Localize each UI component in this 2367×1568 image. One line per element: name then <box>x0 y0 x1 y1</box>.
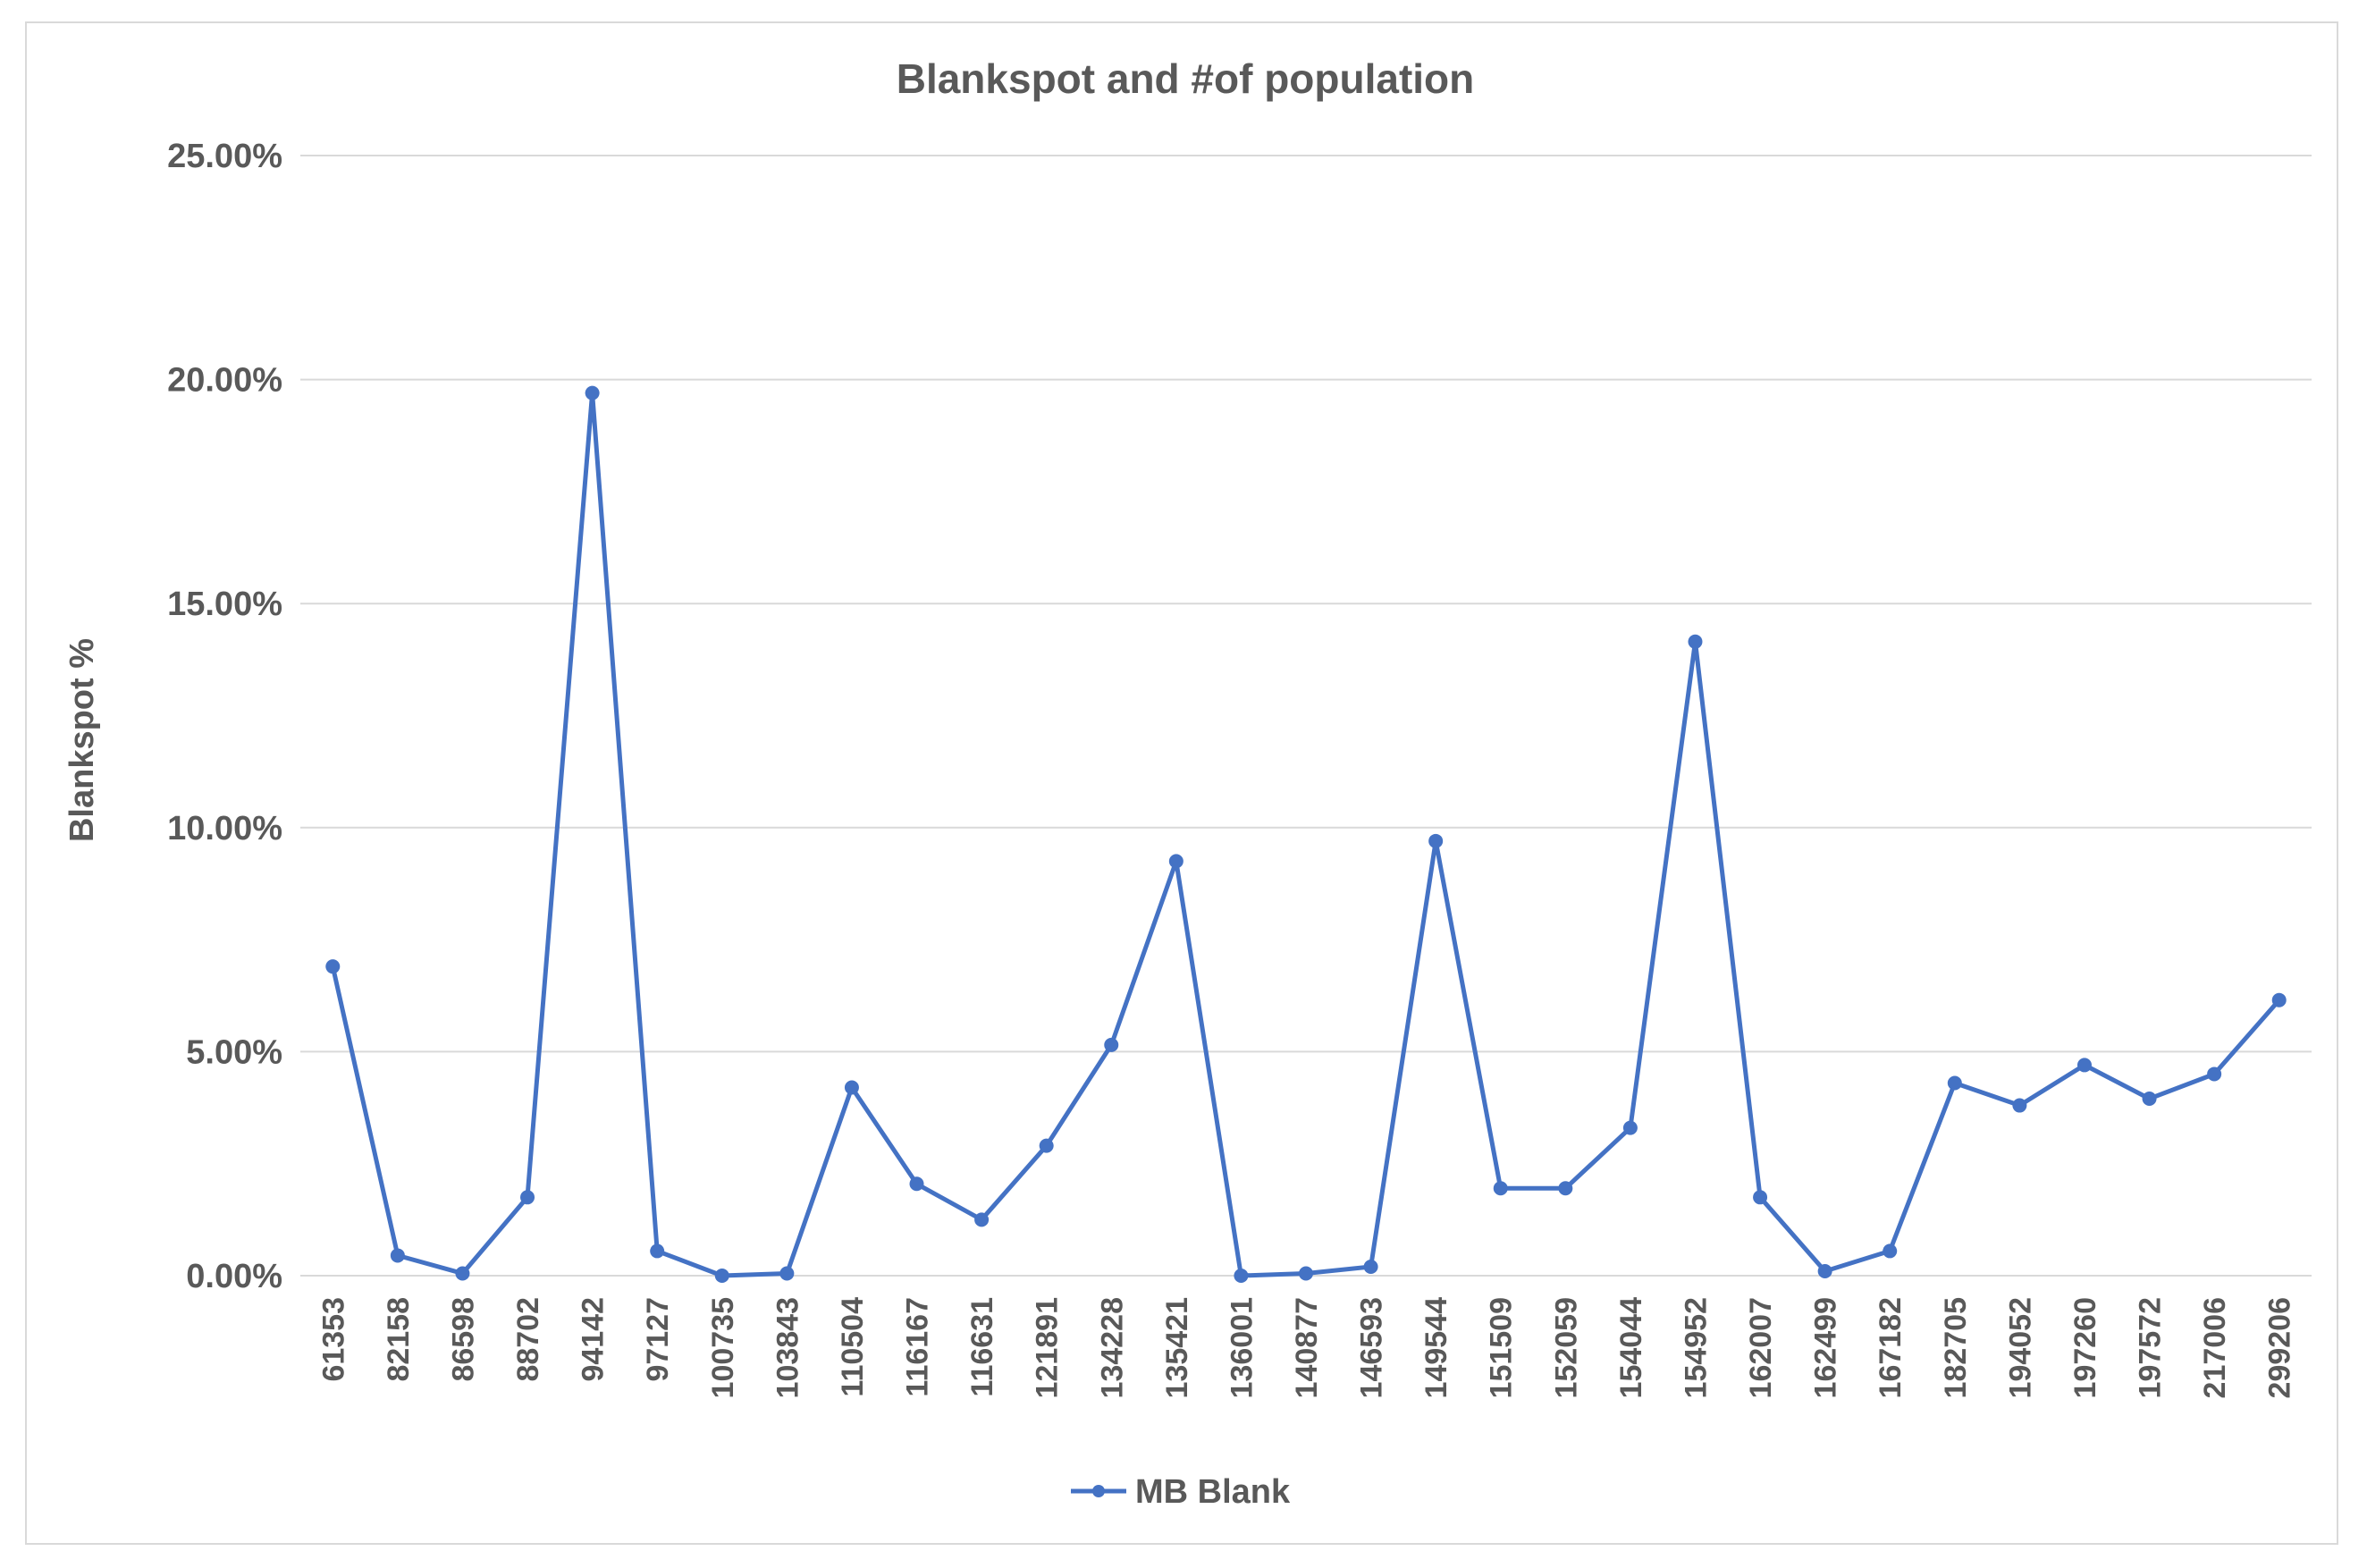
data-point <box>1558 1181 1573 1196</box>
data-point <box>1688 634 1703 649</box>
legend-label: MB Blank <box>1135 1473 1291 1511</box>
data-point <box>909 1176 924 1192</box>
data-point <box>1168 854 1184 869</box>
data-point <box>2012 1098 2027 1113</box>
x-tick-label: 135421 <box>1160 1297 1194 1398</box>
chart-canvas: Blankspot and #of population Blankspot %… <box>63 55 2312 1511</box>
x-tick-label: 121891 <box>1031 1297 1065 1398</box>
chart-frame: Blankspot and #of population Blankspot %… <box>25 21 2338 1545</box>
y-axis-label: Blankspot % <box>63 638 101 842</box>
data-point <box>520 1190 535 1205</box>
y-tick-label: 5.00% <box>186 1033 282 1071</box>
y-tick-label: 20.00% <box>167 362 282 400</box>
data-point <box>390 1248 405 1263</box>
gridlines <box>300 155 2312 1277</box>
x-tick-label: 82158 <box>382 1297 416 1382</box>
x-tick-label: 197572 <box>2134 1297 2168 1398</box>
legend-marker-swatch <box>1092 1485 1105 1497</box>
x-tick-label: 299206 <box>2263 1297 2297 1398</box>
data-point <box>455 1266 470 1281</box>
x-tick-label: 100735 <box>706 1297 740 1398</box>
x-tick-label: 86598 <box>446 1297 480 1382</box>
data-point <box>1883 1243 1898 1259</box>
y-axis-ticks: 0.00% 5.00% 10.00% 15.00% 20.00% 25.00% <box>167 138 282 1295</box>
x-tick-label: 103843 <box>771 1297 804 1398</box>
x-tick-label: 151509 <box>1485 1297 1519 1398</box>
data-point <box>2271 992 2287 1007</box>
x-tick-label: 152059 <box>1549 1297 1583 1398</box>
x-axis-ticks: 61353 82158 86598 88702 94142 97127 100735 1038… <box>316 1297 2296 1399</box>
data-point <box>1039 1138 1054 1153</box>
chart-title: Blankspot and #of population <box>897 55 1475 102</box>
data-point <box>325 959 341 974</box>
y-tick-label: 10.00% <box>167 810 282 847</box>
data-point <box>1104 1037 1119 1052</box>
x-tick-label: 194052 <box>2003 1297 2037 1398</box>
data-point <box>2207 1066 2222 1082</box>
data-point <box>1299 1266 1313 1281</box>
x-tick-label: 162007 <box>1744 1297 1778 1398</box>
data-point <box>714 1269 729 1283</box>
data-point <box>585 385 600 400</box>
y-tick-label: 15.00% <box>167 586 282 623</box>
data-point <box>1947 1075 1962 1091</box>
x-tick-label: 110504 <box>836 1297 870 1397</box>
data-point <box>2142 1092 2157 1107</box>
x-tick-label: 94142 <box>577 1297 611 1382</box>
x-tick-label: 149544 <box>1419 1297 1453 1399</box>
data-point <box>1817 1263 1832 1278</box>
data-point <box>1428 833 1444 848</box>
data-point <box>844 1080 859 1095</box>
x-tick-label: 146593 <box>1355 1297 1389 1398</box>
x-tick-label: 167182 <box>1874 1297 1908 1398</box>
data-point <box>1753 1190 1768 1205</box>
data-point <box>650 1243 665 1259</box>
x-tick-label: 154044 <box>1614 1297 1648 1399</box>
x-tick-label: 182705 <box>1939 1297 1973 1398</box>
x-tick-label: 88702 <box>511 1297 545 1382</box>
x-tick-label: 140877 <box>1290 1297 1324 1398</box>
data-point <box>1493 1181 1508 1196</box>
data-point <box>2076 1058 2092 1073</box>
x-tick-label: 162499 <box>1809 1297 1843 1398</box>
legend: MB Blank <box>1071 1473 1291 1511</box>
data-point <box>1363 1259 1378 1274</box>
y-tick-label: 25.00% <box>167 138 282 175</box>
x-tick-label: 136001 <box>1225 1297 1259 1398</box>
data-point <box>779 1266 795 1281</box>
series-line-mb-blank <box>330 391 2281 1278</box>
x-tick-label: 197260 <box>2068 1297 2102 1398</box>
data-point <box>1234 1269 1249 1283</box>
data-point <box>1622 1120 1638 1135</box>
y-tick-label: 0.00% <box>186 1258 282 1295</box>
data-point <box>974 1212 990 1227</box>
x-tick-label: 116167 <box>901 1297 935 1397</box>
x-tick-label: 154952 <box>1679 1297 1713 1398</box>
x-tick-label: 217006 <box>2198 1297 2232 1398</box>
series-mb-blank <box>325 385 2287 1283</box>
x-tick-label: 116631 <box>965 1297 999 1397</box>
x-tick-label: 61353 <box>316 1297 350 1382</box>
x-tick-label: 97127 <box>641 1297 675 1382</box>
x-tick-label: 134228 <box>1095 1297 1129 1398</box>
